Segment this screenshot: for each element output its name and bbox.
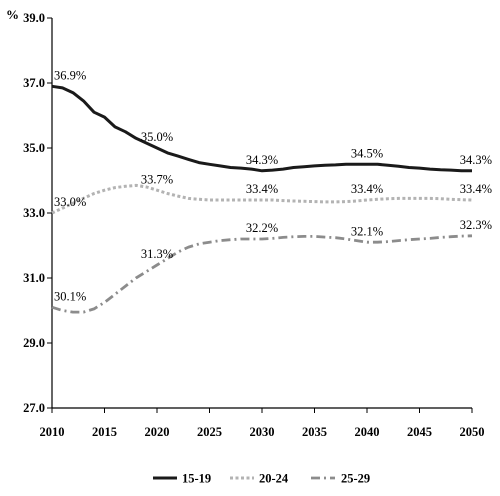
series-line-25-29: [51, 234, 473, 314]
y-tick-label: 37.0: [23, 76, 45, 90]
data-label: 30.1%: [54, 289, 86, 303]
y-tick-label: 31.0: [23, 271, 45, 285]
x-tick-label: 2035: [302, 425, 327, 439]
x-tick-label: 2045: [407, 425, 432, 439]
legend-label: 15-19: [182, 472, 211, 486]
data-label: 31.3%: [141, 247, 173, 261]
y-tick-label: 39.0: [23, 11, 45, 25]
legend-label: 20-24: [259, 472, 289, 486]
data-label: 36.9%: [54, 68, 86, 82]
data-label: 33.7%: [141, 172, 173, 186]
axes: 27.0 29.0 31.0 33.0 35.0 37.0 39.0 2010 2015 2020…: [23, 11, 484, 439]
series-line-15-19: [51, 84, 472, 173]
data-label: 32.3%: [460, 218, 492, 232]
data-label: 32.1%: [351, 224, 383, 238]
data-labels: 36.9% 35.0% 34.3% 34.5% 34.3% 33.0% 33.7% 33.4%…: [54, 68, 492, 303]
y-unit-label: %: [6, 7, 19, 22]
data-label: 34.3%: [460, 153, 492, 167]
x-tick-label: 2010: [40, 425, 65, 439]
series-layer: [51, 84, 473, 314]
legend-label: 25-29: [341, 472, 370, 486]
x-tick-label: 2015: [92, 425, 117, 439]
data-label: 34.3%: [246, 153, 278, 167]
data-label: 33.4%: [351, 182, 383, 196]
data-label: 33.4%: [246, 182, 278, 196]
legend: 15-19 20-24 25-29: [153, 472, 370, 486]
data-label: 32.2%: [246, 221, 278, 235]
x-tick-label: 2050: [460, 425, 485, 439]
x-tick-label: 2020: [145, 425, 170, 439]
data-label: 34.5%: [351, 146, 383, 160]
y-tick-label: 27.0: [23, 401, 45, 415]
x-tick-label: 2025: [197, 425, 222, 439]
x-tick-label: 2040: [355, 425, 380, 439]
x-tick-label: 2030: [250, 425, 275, 439]
data-label: 33.0%: [54, 195, 86, 209]
y-tick-label: 33.0: [23, 206, 45, 220]
data-label: 33.4%: [460, 182, 492, 196]
y-tick-label: 35.0: [23, 141, 45, 155]
data-label: 35.0%: [141, 130, 173, 144]
series-line-20-24: [51, 183, 473, 215]
y-tick-label: 29.0: [23, 336, 45, 350]
